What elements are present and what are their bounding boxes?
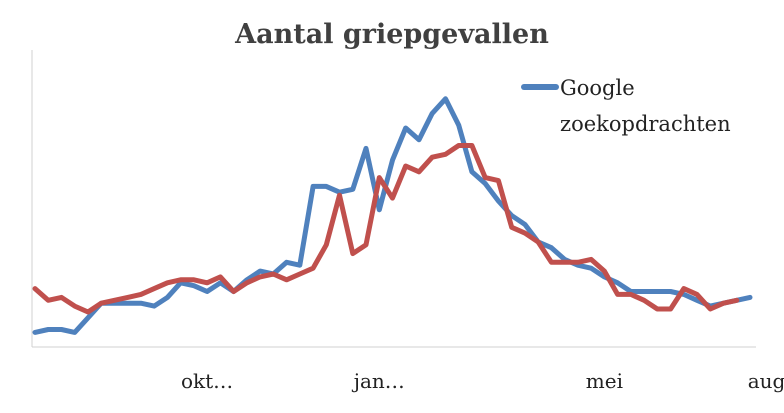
x-tick-labels: okt… jan… mei aug… <box>181 369 784 393</box>
x-tick-label-4: aug… <box>748 369 784 393</box>
x-tick-label-2: jan… <box>352 369 405 393</box>
chart-title: Aantal griepgevallen <box>234 19 549 50</box>
legend: Google zoekopdrachten <box>521 76 731 136</box>
legend-label-line2: zoekopdrachten <box>560 112 731 136</box>
legend-label-line1: Google <box>560 76 635 100</box>
x-tick-label-1: okt… <box>181 369 233 393</box>
series-line-2 <box>32 143 740 315</box>
series-line-1 <box>32 96 753 335</box>
series-layer <box>32 96 753 335</box>
x-tick-label-3: mei <box>586 369 623 393</box>
